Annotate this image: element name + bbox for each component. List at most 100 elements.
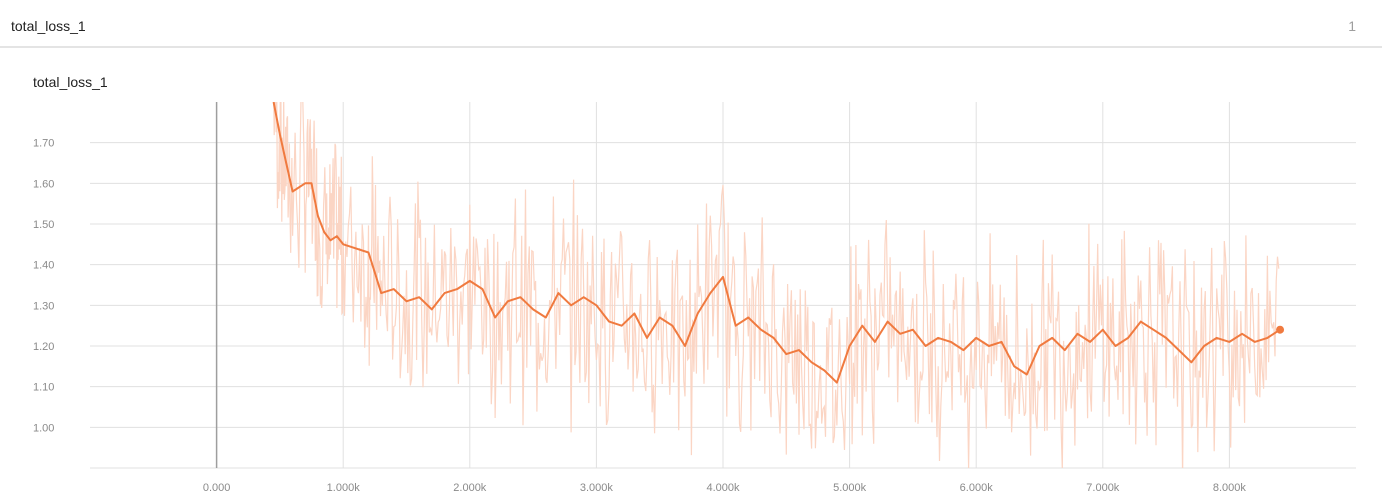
y-tick-label: 1.70 xyxy=(33,138,54,150)
data-point xyxy=(594,303,598,307)
data-point xyxy=(480,287,484,291)
x-tick-label: 2.000k xyxy=(453,482,487,494)
card-header[interactable]: total_loss_1 1 xyxy=(0,0,1382,48)
card-count-badge: 1 xyxy=(1348,18,1356,34)
data-point xyxy=(1139,320,1143,324)
x-tick-label: 4.000k xyxy=(706,482,740,494)
data-point xyxy=(373,271,377,275)
data-point xyxy=(645,336,649,340)
data-point xyxy=(291,189,295,193)
data-point xyxy=(721,275,725,279)
x-tick-label: 5.000k xyxy=(833,482,867,494)
x-tick-label: 6.000k xyxy=(960,482,994,494)
smoothed-series-layer xyxy=(272,100,1285,385)
data-point xyxy=(772,336,776,340)
data-point xyxy=(272,100,276,104)
x-tick-label: 3.000k xyxy=(580,482,614,494)
data-point xyxy=(417,295,421,299)
data-point xyxy=(1189,360,1193,364)
data-point xyxy=(1215,336,1219,340)
card-title: total_loss_1 xyxy=(11,18,86,34)
data-point xyxy=(310,181,314,185)
raw-loss-line xyxy=(273,102,1280,468)
data-point xyxy=(936,336,940,340)
raw-series-layer xyxy=(273,102,1280,468)
data-point xyxy=(455,287,459,291)
data-point xyxy=(860,324,864,328)
y-tick-label: 1.00 xyxy=(33,422,54,434)
data-point xyxy=(898,332,902,336)
data-point xyxy=(886,320,890,324)
x-tick-label: 1.000k xyxy=(327,482,361,494)
data-point xyxy=(1164,336,1168,340)
axis-tick-labels: 1.00 1.10 1.20 1.30 1.40 1.50 1.60 1.70 0.000 1.0… xyxy=(33,138,1246,494)
data-point xyxy=(322,230,326,234)
x-tick-label: 0.000 xyxy=(203,482,231,494)
last-point-marker[interactable] xyxy=(1276,325,1285,334)
data-point xyxy=(696,311,700,315)
data-point xyxy=(658,316,662,320)
data-point xyxy=(670,324,674,328)
data-point xyxy=(1202,344,1206,348)
data-point xyxy=(683,344,687,348)
data-point xyxy=(1012,364,1016,368)
y-tick-label: 1.10 xyxy=(33,382,54,394)
data-point xyxy=(442,291,446,295)
data-point xyxy=(354,246,358,250)
data-point xyxy=(329,238,333,242)
data-point xyxy=(822,368,826,372)
y-tick-label: 1.60 xyxy=(33,178,54,190)
y-tick-label: 1.50 xyxy=(33,219,54,231)
data-point xyxy=(341,242,345,246)
data-point xyxy=(278,133,282,137)
data-point xyxy=(569,303,573,307)
data-point xyxy=(848,344,852,348)
chart-title: total_loss_1 xyxy=(33,74,108,90)
data-point xyxy=(1253,340,1257,344)
x-tick-label: 8.000k xyxy=(1213,482,1247,494)
data-point xyxy=(987,344,991,348)
data-point xyxy=(620,324,624,328)
data-point xyxy=(1151,328,1155,332)
grid-lines xyxy=(90,102,1356,469)
data-point xyxy=(556,291,560,295)
data-point xyxy=(531,307,535,311)
data-point xyxy=(518,295,522,299)
data-point xyxy=(924,344,928,348)
data-point xyxy=(493,316,497,320)
y-tick-label: 1.40 xyxy=(33,260,54,272)
data-point xyxy=(835,381,839,385)
data-point xyxy=(1265,336,1269,340)
data-point xyxy=(911,328,915,332)
data-point xyxy=(468,279,472,283)
data-point xyxy=(392,287,396,291)
data-point xyxy=(544,316,548,320)
data-point xyxy=(949,340,953,344)
data-point xyxy=(1025,372,1029,376)
data-point xyxy=(1000,340,1004,344)
data-point xyxy=(582,295,586,299)
data-point xyxy=(405,299,409,303)
data-point xyxy=(734,324,738,328)
data-point xyxy=(632,311,636,315)
data-point xyxy=(430,307,434,311)
data-point xyxy=(335,234,339,238)
data-point xyxy=(1038,344,1042,348)
x-tick-label: 7.000k xyxy=(1086,482,1120,494)
data-point xyxy=(303,181,307,185)
data-point xyxy=(759,328,763,332)
data-point xyxy=(607,320,611,324)
y-tick-label: 1.20 xyxy=(33,341,54,353)
data-point xyxy=(974,336,978,340)
data-point xyxy=(708,291,712,295)
data-point xyxy=(1101,328,1105,332)
data-point xyxy=(1088,340,1092,344)
data-point xyxy=(810,360,814,364)
data-point xyxy=(1227,340,1231,344)
data-point xyxy=(962,348,966,352)
data-point xyxy=(367,250,371,254)
data-point xyxy=(1177,348,1181,352)
data-point xyxy=(1050,336,1054,340)
data-point xyxy=(1126,336,1130,340)
